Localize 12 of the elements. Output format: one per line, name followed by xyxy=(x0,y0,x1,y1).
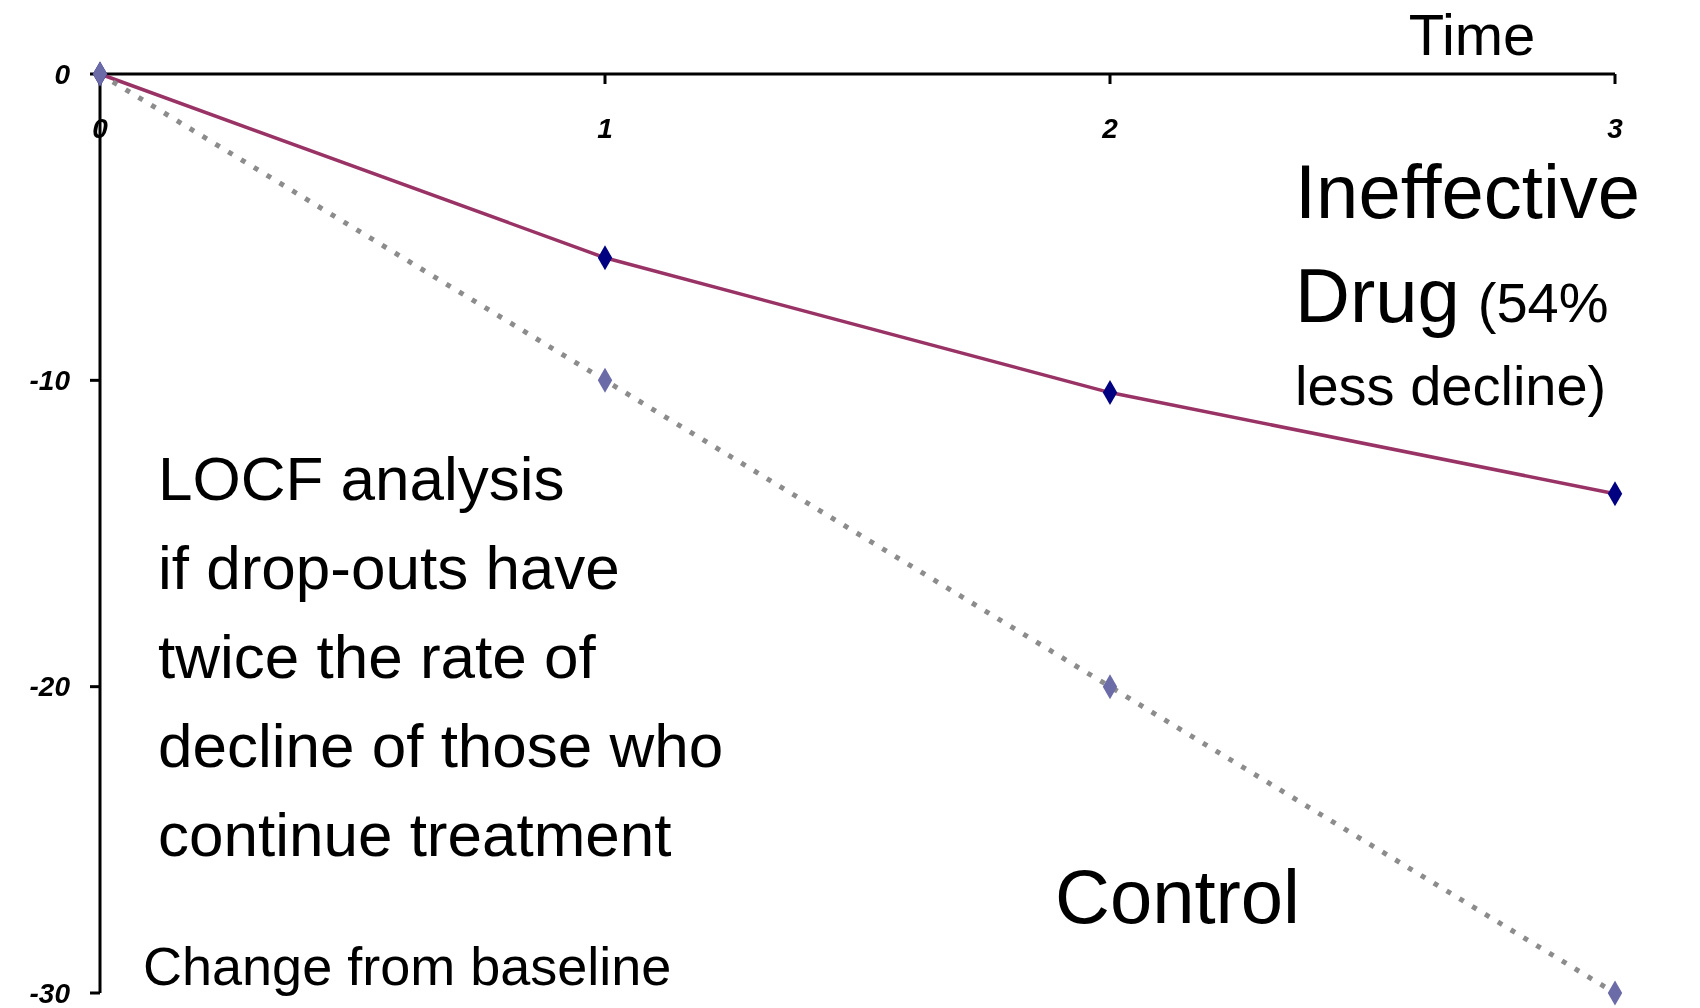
y-axis-title: Change from baseline xyxy=(143,936,672,996)
annotation: LOCF analysis if drop-outs have twice the rate of decline of those who continue treatment xyxy=(158,444,724,869)
x-tick-label: 2 xyxy=(1101,113,1119,144)
x-tick-label: 3 xyxy=(1607,113,1624,144)
y-tick-label: -10 xyxy=(29,365,71,397)
y-tick-label: 0 xyxy=(54,58,71,90)
series-label: Ineffective Drug (54% less decline) xyxy=(1295,149,1641,417)
x-axis-title: Time xyxy=(1408,2,1536,67)
y-tick-label: -30 xyxy=(29,977,71,1008)
y-tick-label: -20 xyxy=(29,671,71,703)
series-label: Control xyxy=(1055,854,1300,939)
x-tick-label: 1 xyxy=(597,113,613,144)
